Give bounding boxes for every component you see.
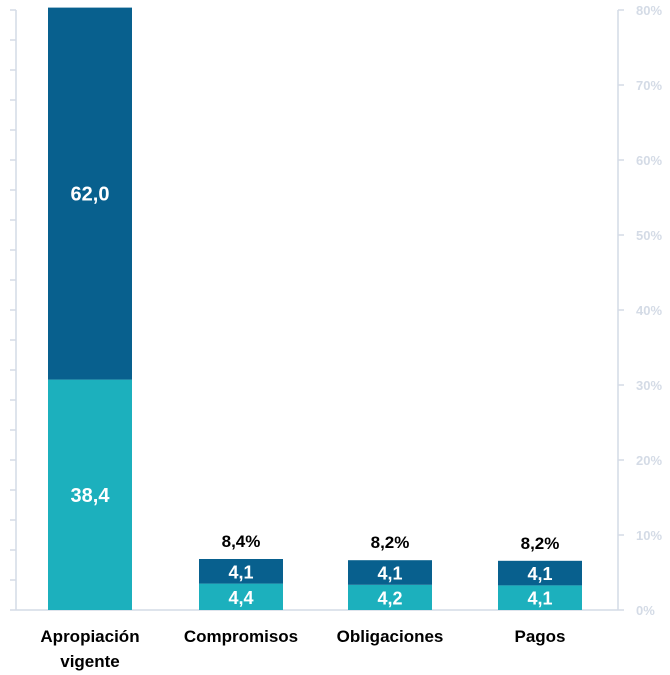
- bar-segment: [199, 559, 283, 584]
- bar-segment: [48, 379, 132, 610]
- right-axis-tick-label: 50%: [636, 228, 662, 243]
- category-label: Compromisos: [184, 627, 298, 646]
- right-axis-tick-label: 0%: [636, 603, 655, 618]
- segment-value-label: 4,2: [377, 588, 402, 608]
- category-label: Pagos: [514, 627, 565, 646]
- total-percent-label: 8,2%: [371, 533, 410, 552]
- segment-value-label: 4,1: [377, 564, 402, 584]
- total-percent-label: 8,4%: [222, 532, 261, 551]
- segment-value-label: 4,4: [228, 588, 253, 608]
- data-labels: 38,4 62,0 4,4 4,1 8,4% 4,2 4,1 8,2% 4,1 4,1 8,2%: [71, 184, 560, 609]
- category-label: Apropiación vigente: [40, 627, 139, 671]
- right-axis-tick-label: 20%: [636, 453, 662, 468]
- right-axis-tick-label: 70%: [636, 78, 662, 93]
- category-labels: Apropiación vigente Compromisos Obligacione…: [40, 627, 565, 671]
- segment-value-label: 38,4: [71, 485, 111, 507]
- bar-segment: [348, 560, 432, 585]
- right-axis-tick-label: 80%: [636, 3, 662, 18]
- right-axis-tick-label: 10%: [636, 528, 662, 543]
- bar-segment: [199, 583, 283, 610]
- right-axis: 0% 10% 20% 30% 40% 50% 60% 70% 80%: [617, 3, 662, 618]
- total-percent-label: 8,2%: [521, 534, 560, 553]
- segment-value-label: 4,1: [228, 562, 253, 582]
- right-axis-tick-label: 40%: [636, 303, 662, 318]
- category-label: Obligaciones: [337, 627, 444, 646]
- bar-segment: [48, 7, 132, 380]
- segment-value-label: 4,1: [527, 564, 552, 584]
- bar-segment: [498, 560, 582, 586]
- bar-segment: [348, 584, 432, 610]
- bar-segment: [498, 585, 582, 610]
- right-axis-tick-label: 60%: [636, 153, 662, 168]
- right-axis-tick-label: 30%: [636, 378, 662, 393]
- segment-value-label: 4,1: [527, 589, 552, 609]
- segment-value-label: 62,0: [71, 184, 110, 206]
- bars: [48, 7, 582, 610]
